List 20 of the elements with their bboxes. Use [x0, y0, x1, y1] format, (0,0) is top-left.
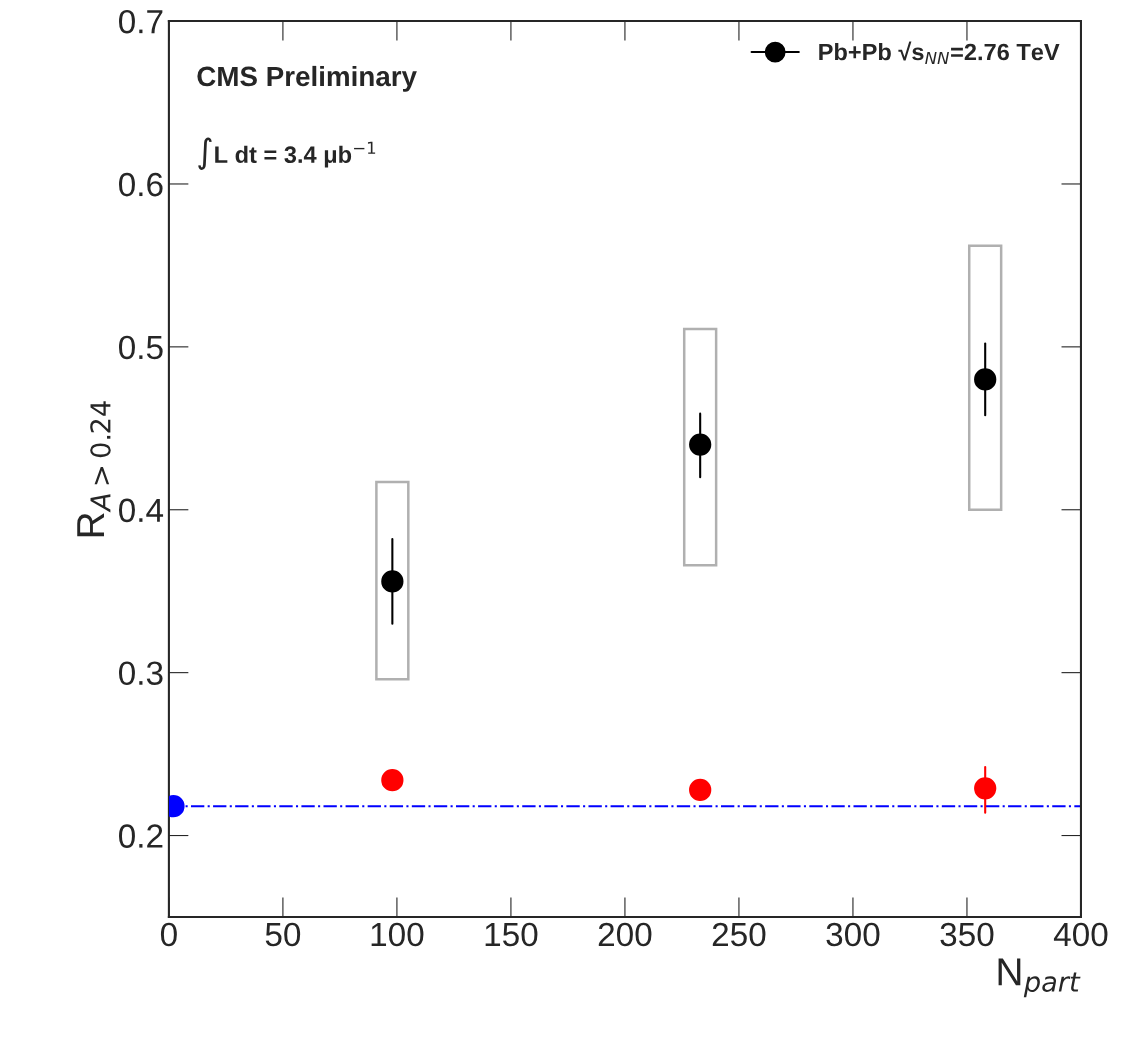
annotation: ∫L dt = 3.4 μb$^{−1}$	[198, 137, 376, 170]
x-tick-label: 150	[485, 922, 538, 947]
y-tick-label: 0.3	[119, 661, 163, 686]
x-axis-title: N$_{part}$	[998, 958, 1081, 998]
x-tick-label: 300	[826, 922, 880, 947]
y-tick-label: 0.4	[119, 498, 164, 523]
annotation: CMS Preliminary	[197, 65, 417, 92]
x-tick-label: 250	[712, 922, 766, 947]
y-tick-label: 0.6	[119, 172, 163, 197]
x-tick-label: 100	[371, 922, 424, 947]
y-tick-label: 0.2	[119, 824, 163, 848]
y-axis-title: R$_{A>0.24}$	[77, 401, 111, 537]
x-tick-label: 350	[940, 922, 994, 947]
x-tick-label: 200	[598, 922, 652, 947]
y-tick-label: 0.5	[119, 335, 163, 360]
x-tick-label: 400	[1053, 922, 1108, 947]
y-tick-label: 0.7	[119, 9, 163, 34]
x-tick-label: 0	[160, 922, 177, 947]
x-tick-label: 50	[265, 922, 301, 947]
legend-label: Pb+Pb √s$_{NN}$=2.76 TeV	[819, 41, 1060, 64]
